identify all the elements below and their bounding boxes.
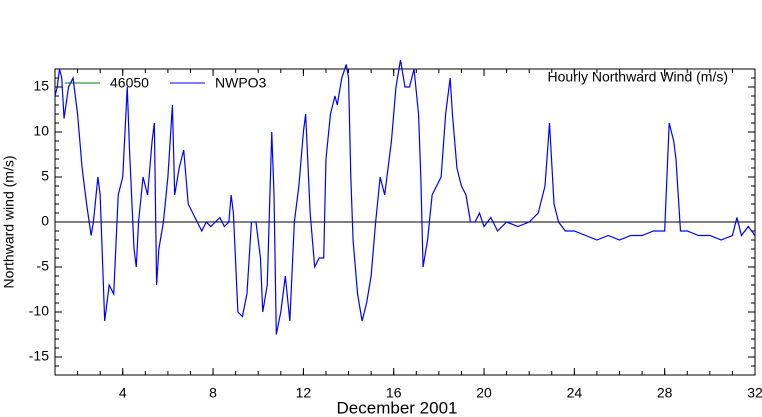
x-tick-label: 16: [386, 385, 402, 401]
x-axis-label: December 2001: [337, 398, 458, 417]
y-tick-label: 15: [33, 78, 49, 94]
y-tick-label: 10: [33, 123, 49, 139]
y-axis-label: Northward wind (m/s): [1, 155, 17, 288]
legend-label: NWPO3: [215, 75, 267, 91]
x-tick-label: 12: [296, 385, 312, 401]
data-line: [54, 59, 756, 335]
x-tick-label: 32: [747, 385, 762, 401]
y-tick-label: -10: [29, 303, 49, 319]
y-tick-label: 0: [41, 213, 49, 229]
x-tick-label: 28: [657, 385, 673, 401]
x-tick-label: 24: [567, 385, 583, 401]
x-tick-label: 8: [209, 385, 217, 401]
x-tick-label: 4: [119, 385, 127, 401]
legend-label: 46050: [110, 75, 149, 91]
y-tick-label: 5: [41, 168, 49, 184]
x-tick-label: 20: [476, 385, 492, 401]
y-tick-label: -5: [37, 258, 50, 274]
chart-title: Hourly Northward Wind (m/s): [548, 69, 728, 85]
y-tick-label: -15: [29, 348, 49, 364]
